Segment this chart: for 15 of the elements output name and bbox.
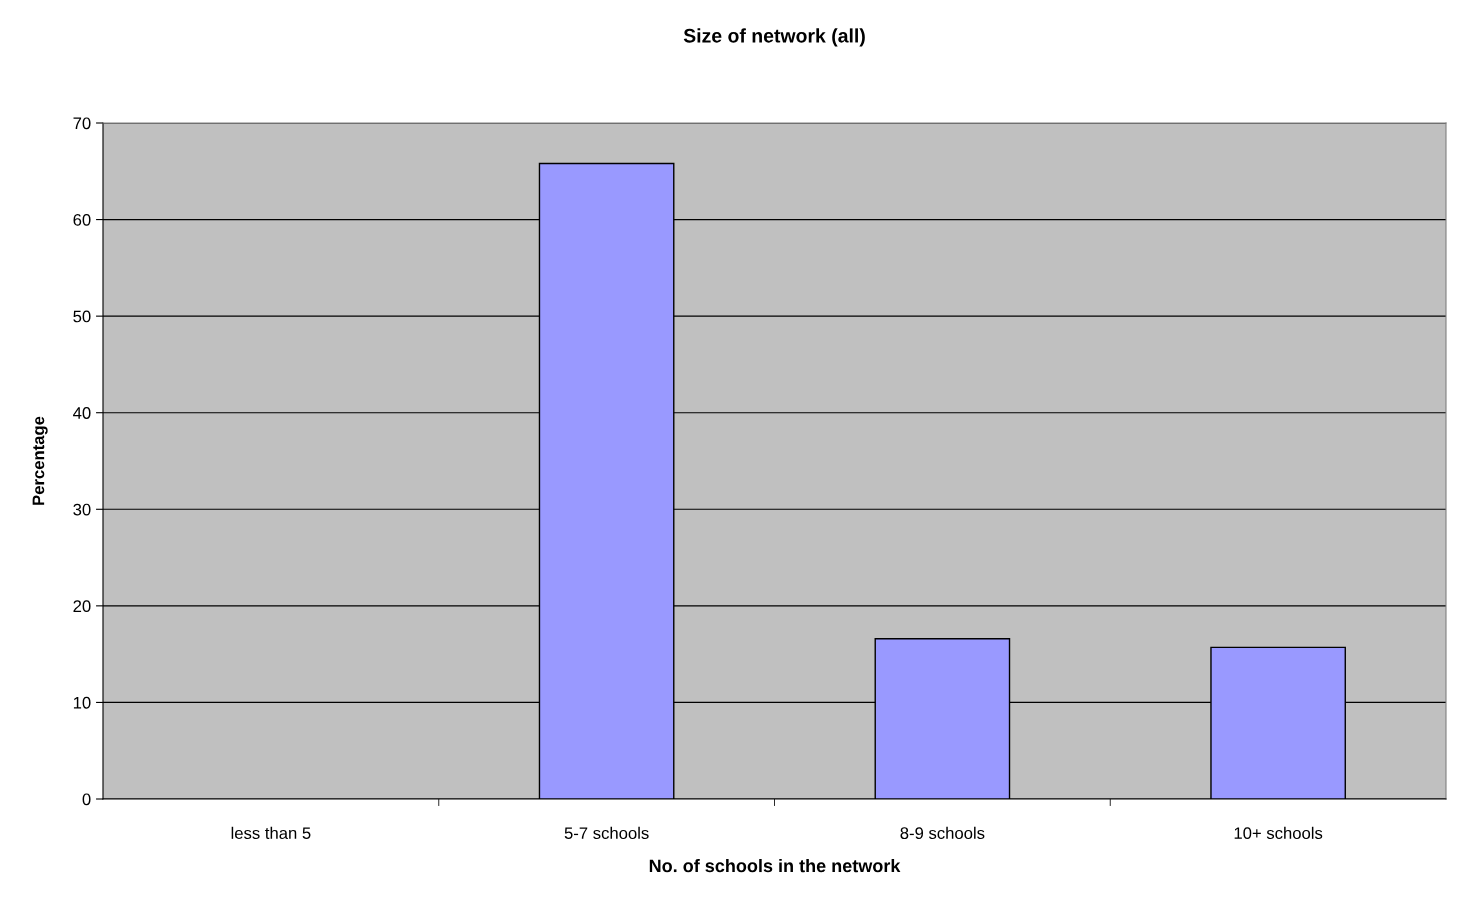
y-tick-label: 60	[73, 213, 91, 226]
x-tick-label: 10+ schools	[1234, 826, 1323, 840]
y-tick-label: 50	[73, 310, 91, 323]
x-tick-label: 8-9 schools	[900, 826, 985, 840]
y-axis-title: Percentage	[32, 416, 48, 505]
y-tick-label: 30	[73, 503, 91, 516]
y-tick-label: 40	[73, 407, 91, 419]
y-tick-label: 0	[82, 793, 91, 806]
x-tick-label: less than 5	[231, 826, 311, 840]
y-tick-label: 70	[73, 117, 91, 130]
y-tick-label: 20	[73, 600, 91, 613]
x-axis-title: No. of schools in the network	[649, 858, 901, 873]
x-tick-label: 5-7 schools	[564, 826, 649, 840]
chart-title: Size of network (all)	[683, 28, 865, 47]
y-tick-label: 10	[73, 696, 91, 709]
